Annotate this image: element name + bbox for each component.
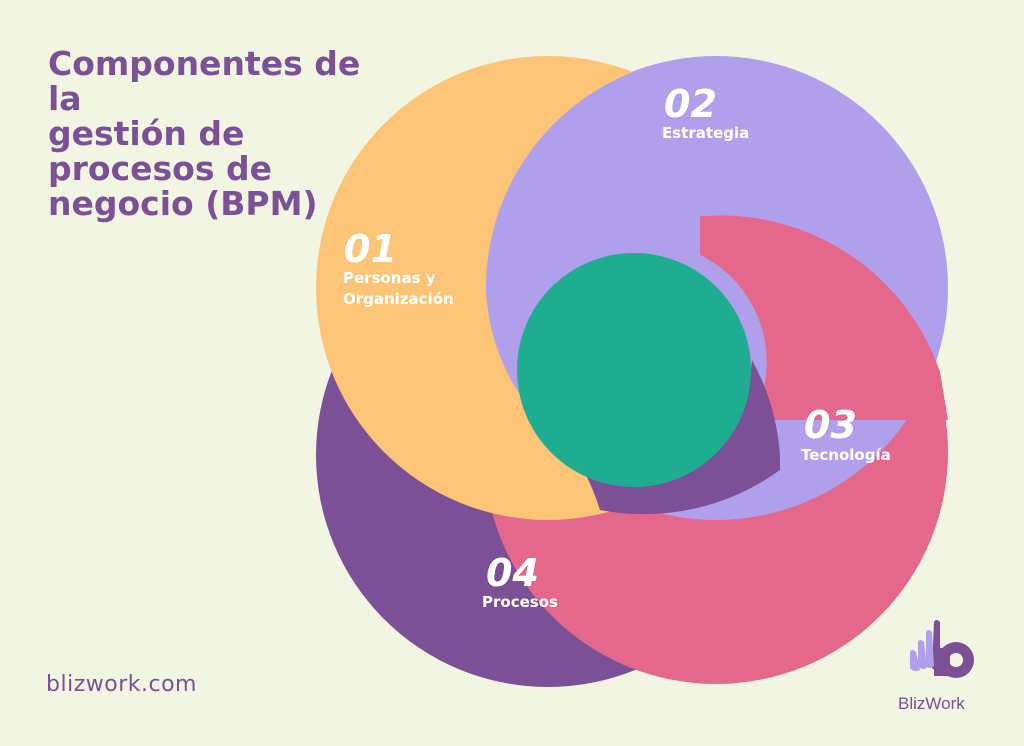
component-04: 04 Procesos: [482, 551, 558, 611]
component-number: 01: [344, 227, 397, 271]
title-line: procesos de: [48, 149, 272, 188]
component-03: 03 Tecnología: [801, 403, 891, 464]
component-label: Tecnología: [801, 446, 891, 464]
tecnologia-overlap: [584, 215, 948, 420]
center-circle: [517, 253, 751, 487]
component-number: 03: [804, 403, 857, 447]
component-01: 01 Personas y Organización: [343, 227, 454, 308]
component-label: Procesos: [482, 593, 558, 611]
blizwork-logo-icon: [910, 620, 974, 678]
logo-text: BlizWork: [898, 694, 965, 713]
page-title: Componentes de la gestión de procesos de…: [48, 46, 378, 221]
component-label: Personas y: [343, 269, 436, 287]
component-number: 04: [486, 551, 539, 595]
title-line: gestión de: [48, 114, 245, 153]
component-label: Estrategia: [662, 124, 749, 142]
title-line: Componentes de la: [48, 44, 361, 118]
procesos-overlap: [520, 360, 780, 515]
component-label: Organización: [343, 290, 454, 308]
component-02: 02 Estrategia: [662, 82, 749, 142]
title-line: negocio (BPM): [48, 184, 318, 223]
site-url[interactable]: blizwork.com: [46, 672, 197, 697]
component-number: 02: [664, 82, 717, 126]
